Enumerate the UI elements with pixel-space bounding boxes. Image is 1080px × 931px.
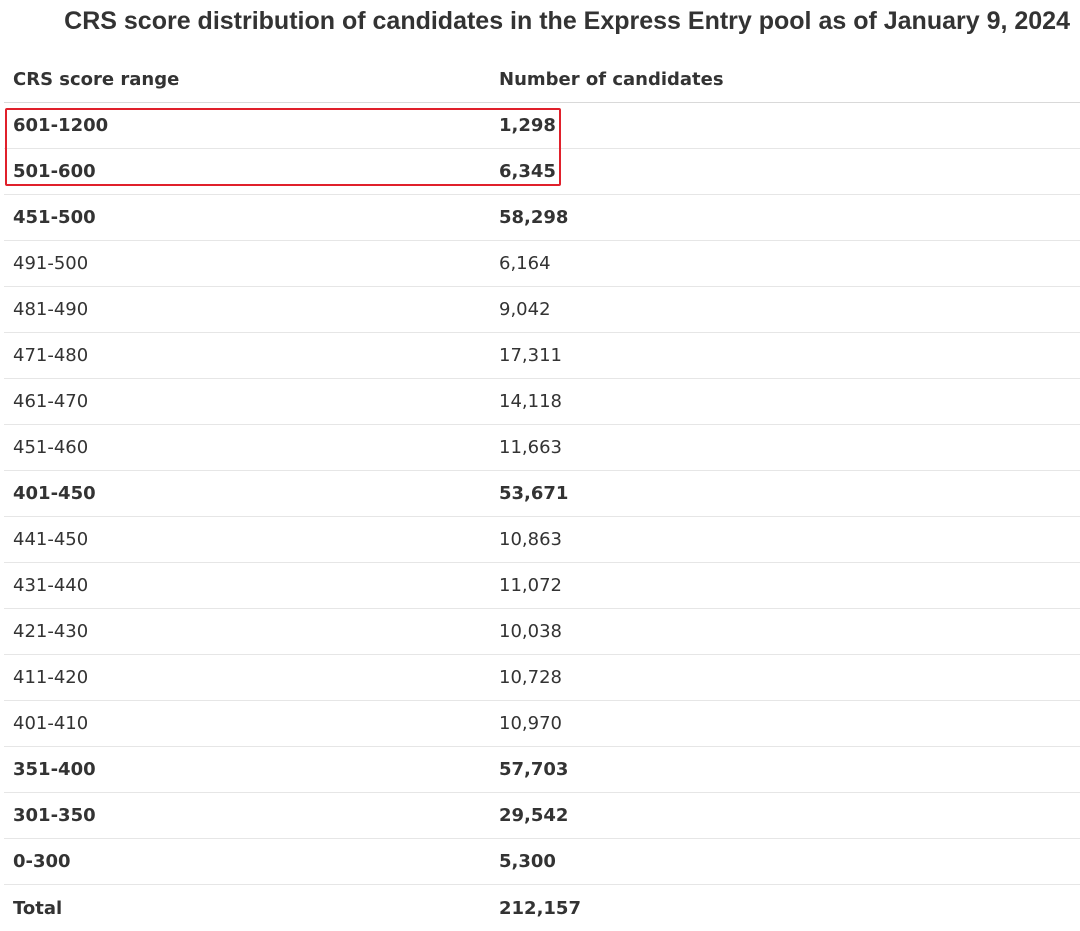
- score-range-cell: 411-420: [13, 667, 89, 688]
- candidate-count-cell: 6,164: [499, 253, 551, 274]
- score-range-cell: 421-430: [13, 621, 89, 642]
- score-range-cell: 301-350: [13, 805, 96, 826]
- candidate-count-cell: 11,072: [499, 575, 562, 596]
- score-range-cell: 491-500: [13, 253, 89, 274]
- table-header-row: CRS score range Number of candidates: [4, 57, 1080, 103]
- table-row: 431-440 11,072: [4, 563, 1080, 609]
- candidate-count-cell: 58,298: [499, 207, 569, 228]
- table-row: 441-450 10,863: [4, 517, 1080, 563]
- table-row: 461-470 14,118: [4, 379, 1080, 425]
- score-range-cell: 351-400: [13, 759, 96, 780]
- table-row: 601-1200 1,298: [4, 103, 1080, 149]
- candidate-count-cell: 10,970: [499, 713, 562, 734]
- table-row: 481-490 9,042: [4, 287, 1080, 333]
- score-range-cell: 501-600: [13, 161, 96, 182]
- table-body: 601-1200 1,298 501-600 6,345 451-500 58,298 49…: [4, 103, 1080, 931]
- candidate-count-cell: 1,298: [499, 115, 556, 136]
- candidate-count-cell: 9,042: [499, 299, 551, 320]
- score-range-cell: 431-440: [13, 575, 89, 596]
- candidate-count-cell: 10,038: [499, 621, 562, 642]
- score-range-cell: 451-460: [13, 437, 89, 458]
- table-row: 421-430 10,038: [4, 609, 1080, 655]
- score-range-cell: 441-450: [13, 529, 89, 550]
- candidate-count-cell: 10,728: [499, 667, 562, 688]
- column-header-range: CRS score range: [13, 69, 180, 90]
- candidate-count-cell: 11,663: [499, 437, 562, 458]
- table-row: 351-400 57,703: [4, 747, 1080, 793]
- candidate-count-cell: 10,863: [499, 529, 562, 550]
- score-range-cell: 401-410: [13, 713, 89, 734]
- table-row: 501-600 6,345: [4, 149, 1080, 195]
- table-row: 401-450 53,671: [4, 471, 1080, 517]
- candidate-count-cell: 53,671: [499, 483, 569, 504]
- candidate-count-cell: 5,300: [499, 851, 556, 872]
- score-range-cell: 401-450: [13, 483, 96, 504]
- candidate-count-cell: 57,703: [499, 759, 569, 780]
- table-row: 451-500 58,298: [4, 195, 1080, 241]
- candidate-count-cell: 17,311: [499, 345, 562, 366]
- score-range-cell: Total: [13, 897, 63, 919]
- table-row: Total 212,157: [4, 885, 1080, 931]
- table-row: 401-410 10,970: [4, 701, 1080, 747]
- candidate-count-cell: 212,157: [499, 897, 581, 919]
- score-range-cell: 601-1200: [13, 115, 109, 136]
- page-title: CRS score distribution of candidates in …: [64, 7, 1070, 35]
- candidate-count-cell: 6,345: [499, 161, 556, 182]
- column-header-count: Number of candidates: [499, 69, 724, 90]
- table-row: 0-300 5,300: [4, 839, 1080, 885]
- score-range-cell: 0-300: [13, 851, 71, 872]
- table-row: 301-350 29,542: [4, 793, 1080, 839]
- table-row: 411-420 10,728: [4, 655, 1080, 701]
- candidate-count-cell: 14,118: [499, 391, 562, 412]
- score-range-cell: 471-480: [13, 345, 89, 366]
- candidate-count-cell: 29,542: [499, 805, 569, 826]
- table-row: 451-460 11,663: [4, 425, 1080, 471]
- score-range-cell: 461-470: [13, 391, 89, 412]
- table-row: 471-480 17,311: [4, 333, 1080, 379]
- score-range-cell: 451-500: [13, 207, 96, 228]
- crs-distribution-table: CRS score range Number of candidates 601…: [4, 57, 1080, 931]
- table-row: 491-500 6,164: [4, 241, 1080, 287]
- score-range-cell: 481-490: [13, 299, 89, 320]
